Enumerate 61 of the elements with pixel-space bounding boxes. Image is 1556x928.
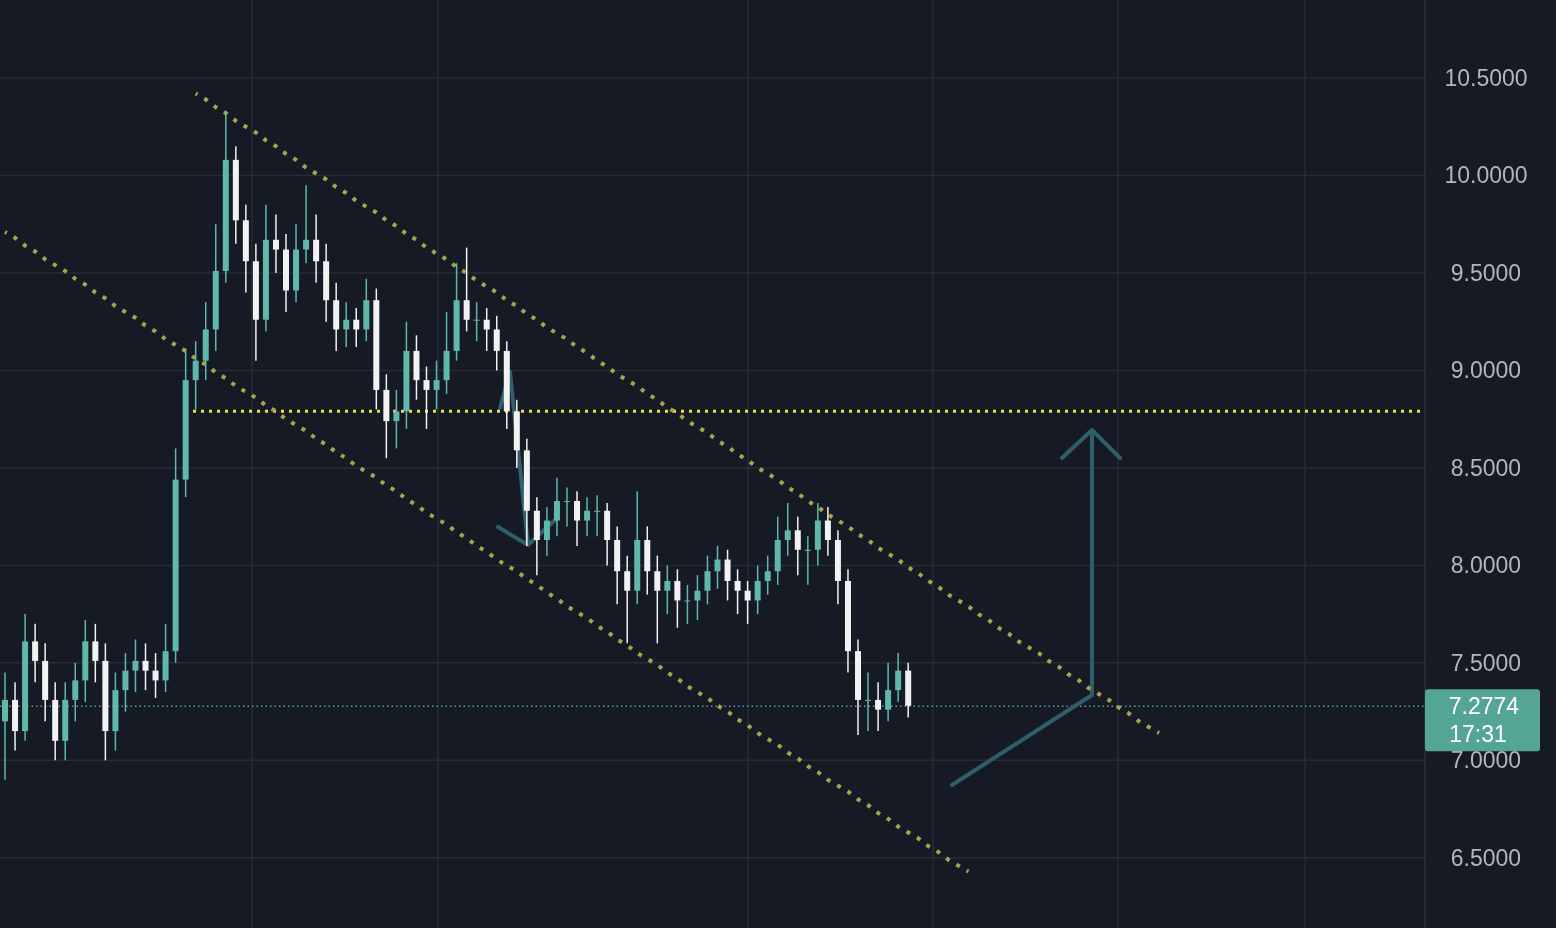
candlestick <box>272 213 279 274</box>
candlestick <box>152 652 159 699</box>
y-tick-label: 9.0000 <box>1450 357 1522 384</box>
candlestick <box>704 554 711 606</box>
candlestick <box>744 580 751 625</box>
candlestick <box>895 652 902 703</box>
candlestick <box>865 671 872 732</box>
candlestick <box>764 554 771 596</box>
candlestick <box>72 662 79 723</box>
line-series <box>193 91 1162 736</box>
candlestick <box>2 671 9 781</box>
candlestick <box>694 574 701 621</box>
candlestick <box>784 502 791 557</box>
candlestick <box>574 490 581 547</box>
candlestick <box>132 638 139 693</box>
y-tick-label: 7.5000 <box>1450 649 1522 676</box>
candlestick <box>734 568 741 615</box>
candlestick <box>875 681 882 732</box>
candlestick <box>794 515 801 576</box>
candlestick <box>754 564 761 615</box>
candlestick <box>563 486 570 528</box>
candlestick <box>724 549 731 602</box>
candlestick <box>393 389 400 450</box>
candlestick <box>192 340 199 411</box>
candlestick <box>493 315 500 372</box>
candlestick <box>433 359 440 411</box>
candlestick <box>553 476 560 537</box>
candlestick <box>463 246 470 333</box>
candlestick <box>122 652 129 713</box>
candlestick <box>684 584 691 625</box>
candlestick <box>303 184 310 264</box>
ref-line-label: 7.2774 <box>1448 693 1520 720</box>
candlestick <box>654 554 661 645</box>
candlestick <box>804 535 811 586</box>
candlestick <box>664 564 671 615</box>
y-tick-label: 6.5000 <box>1450 844 1522 871</box>
candlestick <box>594 494 601 537</box>
candlestick <box>32 623 39 684</box>
candlestick <box>343 301 350 348</box>
y-tick-label: 9.5000 <box>1450 259 1522 286</box>
candlestick <box>353 307 360 348</box>
line-series <box>3 230 971 874</box>
candlestick <box>483 307 490 352</box>
y-tick-label: 8.0000 <box>1450 552 1522 579</box>
candlestick <box>423 365 430 430</box>
candlestick <box>313 213 320 284</box>
candlestick <box>142 642 149 691</box>
y-tick-label: 7.0000 <box>1450 747 1522 774</box>
y-tick-label: 10.0000 <box>1444 162 1528 189</box>
candlestick <box>824 506 831 557</box>
candlestick <box>674 568 681 629</box>
candlestick <box>584 496 591 537</box>
candlestick <box>714 545 721 590</box>
y-tick-label: 8.5000 <box>1450 454 1522 481</box>
text: 17:31 <box>1449 721 1507 748</box>
candlestick <box>92 623 99 684</box>
candlestick <box>473 301 480 342</box>
candlestick <box>885 662 892 723</box>
y-tick-label: 10.5000 <box>1444 64 1528 91</box>
candlestick <box>543 506 550 557</box>
candlestick <box>624 554 631 645</box>
